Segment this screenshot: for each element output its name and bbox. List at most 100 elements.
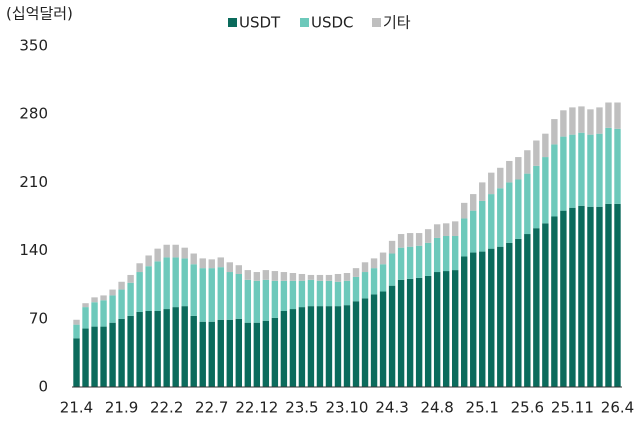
bar-segment [217,267,224,320]
bar-segment [109,289,116,296]
bar-segment [461,256,468,387]
bar-segment [433,237,441,273]
bar-segment [73,338,80,387]
bar-segment [253,322,261,387]
bar-segment [145,266,152,312]
x-tick-label: 21.9 [105,399,138,417]
bar-segment [217,319,224,387]
x-tick-label: 23.10 [326,399,369,417]
bar-segment [118,281,125,290]
bar-segment [551,216,558,387]
bar-segment [298,307,306,387]
bar-segment [172,307,179,387]
bar-segment [379,264,387,292]
bar-segment [343,305,351,387]
bar-segment [190,315,197,387]
bar-segment [307,279,315,307]
bar-segment [488,172,495,195]
bar-segment [397,279,405,387]
x-tick-label: 22.12 [235,399,278,417]
bar-segment [361,262,369,273]
legend-label: USDC [311,14,354,32]
bar-segment [370,258,378,269]
bar-segment [100,326,107,387]
bar-segment [262,270,270,280]
bar-segment [433,224,441,238]
bar-segment [280,272,288,281]
bar-segment [289,273,297,281]
bar-segment [91,326,98,387]
bar-segment [442,235,450,272]
bar-segment [154,311,161,387]
bar-segment [190,264,197,316]
bar-segment [262,320,270,387]
bar-segment [542,157,549,224]
bar-segment [587,109,594,135]
bar-segment [253,272,261,281]
bar-segment [424,242,432,276]
bar-segment [163,309,170,387]
bar-segment [235,265,243,274]
bar-segment [361,272,369,299]
bar-segment [614,102,621,129]
bar-segment [199,268,206,322]
bar-segment [614,128,621,204]
bar-segment [497,246,504,387]
bar-segment [488,248,495,387]
bar-segment [479,200,486,252]
bar-segment [578,205,585,387]
x-tick-label: 25.1 [466,399,499,417]
bar-segment [524,150,531,174]
bar-segment [154,261,161,312]
bar-segment [560,210,567,387]
y-tick-label: 70 [29,309,48,327]
bar-segment [497,167,504,189]
y-tick-label: 140 [19,241,48,259]
bar-segment [442,271,450,387]
bar-segment [145,255,152,267]
bar-segment [136,311,143,387]
bar-segment [515,179,522,239]
bar-segment [181,258,188,307]
bar-segment [82,328,89,387]
bar-segment [560,136,567,211]
bar-segment [605,102,612,128]
bar-segment [127,315,134,387]
bar-segment [127,282,134,316]
legend-swatch [228,18,237,27]
bar-segment [91,297,98,303]
x-tick-label: 22.2 [150,399,183,417]
bar-segment [442,223,450,236]
bar-segment [262,279,270,321]
bar-segment [208,268,215,322]
bar-segment [163,244,170,258]
bar-segment [406,278,414,387]
bar-segment [352,268,360,277]
bar-segment [470,252,477,387]
bar-segment [587,206,594,387]
bar-segment [172,257,179,308]
bar-segment [217,257,224,268]
bar-segment [118,318,125,387]
bar-segment [235,273,243,319]
bar-segment [406,246,414,279]
x-tick-label: 26.4 [601,399,634,417]
bar-segment [244,279,252,323]
bar-segment [542,133,549,158]
bar-segment [451,270,459,387]
bar-segment [136,263,143,273]
bar-segment [235,318,243,387]
bar-segment [415,277,423,387]
bar-segment [307,274,315,280]
bar-segment [325,274,333,281]
bar-segment [415,245,423,278]
legend-swatch [300,18,309,27]
bar-segment [388,240,396,254]
bar-segment [388,253,396,286]
bar-segment [343,273,351,281]
bar-segment [109,295,116,323]
bar-segment [424,275,432,387]
bar-segment [596,107,603,134]
legend-swatch [372,18,381,27]
x-tick-label: 24.8 [420,399,453,417]
